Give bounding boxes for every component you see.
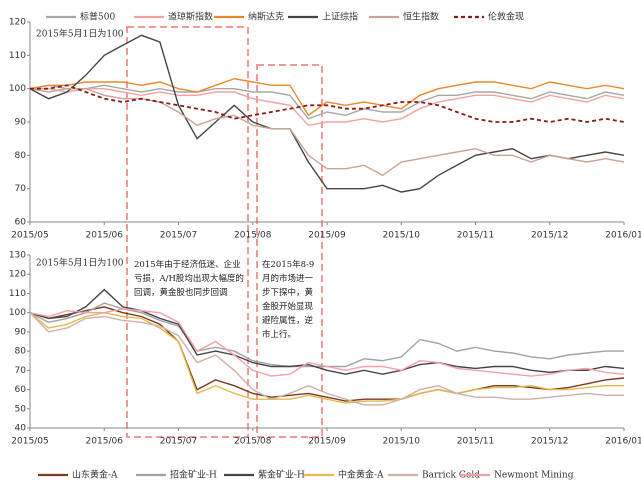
highlight-box bbox=[256, 64, 323, 438]
annotation: 在2015年8-9月的市场进一步下探中，黄金股开始显现避险属性，逆市上行。 bbox=[262, 260, 315, 340]
legend-label: 伦敦金现 bbox=[488, 11, 524, 23]
y-tick-label: 60 bbox=[15, 385, 27, 395]
legend-label: 山东黄金-A bbox=[72, 469, 118, 481]
x-tick-label: 2015/07 bbox=[160, 231, 197, 241]
series-line bbox=[30, 88, 625, 127]
x-tick-label: 2015/12 bbox=[531, 437, 568, 447]
x-tick-label: 2016/01 bbox=[605, 231, 641, 241]
x-tick-label: 2015/09 bbox=[308, 437, 346, 447]
y-tick-label: 120 bbox=[9, 270, 26, 280]
y-tick-label: 100 bbox=[9, 308, 26, 318]
x-tick-label: 2015/11 bbox=[457, 231, 494, 241]
y-tick-label: 70 bbox=[15, 366, 27, 376]
y-tick-label: 70 bbox=[15, 184, 27, 194]
legend-label: 中金黄金-A bbox=[338, 469, 384, 481]
legend-label: 紫金矿业-H bbox=[258, 469, 305, 481]
x-tick-label: 2015/05 bbox=[11, 437, 48, 447]
legend-label: 恒生指数 bbox=[403, 11, 439, 23]
highlight-box bbox=[126, 26, 249, 438]
y-tick-label: 40 bbox=[15, 424, 27, 434]
x-tick-label: 2015/10 bbox=[383, 231, 421, 241]
annotation: 2015年5月1日为100 bbox=[36, 257, 124, 269]
y-tick-label: 110 bbox=[9, 289, 26, 299]
series-line bbox=[29, 84, 625, 120]
y-tick-label: 80 bbox=[15, 151, 27, 161]
series-line bbox=[29, 88, 625, 177]
annotation: 2015年由于经济低迷、企业亏损，A/H股均出现大幅度的回调，黄金股也同步回调 bbox=[134, 260, 244, 298]
series-line bbox=[29, 308, 625, 377]
series-line bbox=[29, 77, 625, 117]
x-tick-label: 2015/05 bbox=[11, 231, 48, 241]
x-tick-label: 2015/11 bbox=[457, 437, 494, 447]
x-tick-label: 2015/10 bbox=[383, 437, 421, 447]
x-tick-label: 2015/12 bbox=[531, 231, 568, 241]
y-tick-label: 80 bbox=[15, 347, 27, 357]
legend-label: Barrick Gold bbox=[422, 471, 480, 481]
series-line bbox=[30, 84, 625, 123]
y-tick-label: 60 bbox=[15, 218, 27, 228]
y-tick-label: 50 bbox=[15, 404, 27, 414]
x-tick-label: 2015/09 bbox=[308, 231, 346, 241]
series-line bbox=[29, 312, 624, 406]
series-line bbox=[29, 34, 625, 193]
y-tick-label: 130 bbox=[9, 251, 26, 261]
x-tick-label: 2015/06 bbox=[86, 437, 124, 447]
legend-label: 上证综指 bbox=[322, 11, 358, 23]
x-tick-label: 2015/08 bbox=[234, 231, 272, 241]
y-tick-label: 90 bbox=[15, 118, 27, 128]
annotation: 2015年5月1日为100 bbox=[36, 28, 124, 40]
x-tick-label: 2015/08 bbox=[234, 437, 272, 447]
legend-label: Newmont Mining bbox=[494, 471, 574, 481]
legend-label: 纳斯达克 bbox=[248, 11, 284, 23]
y-tick-label: 110 bbox=[9, 51, 26, 61]
y-tick-label: 120 bbox=[9, 18, 26, 28]
y-tick-label: 90 bbox=[15, 327, 27, 337]
y-tick-label: 100 bbox=[9, 84, 26, 94]
x-tick-label: 2015/06 bbox=[86, 231, 124, 241]
series-line bbox=[29, 288, 625, 375]
series-line bbox=[29, 302, 624, 368]
series-line bbox=[29, 311, 624, 404]
x-tick-label: 2015/07 bbox=[160, 437, 197, 447]
legend-label: 招金矿业-H bbox=[170, 469, 217, 481]
legend-label: 道琼斯指数 bbox=[168, 11, 213, 23]
legend-label: 标普500 bbox=[80, 11, 115, 23]
x-tick-label: 2016/01 bbox=[605, 437, 641, 447]
